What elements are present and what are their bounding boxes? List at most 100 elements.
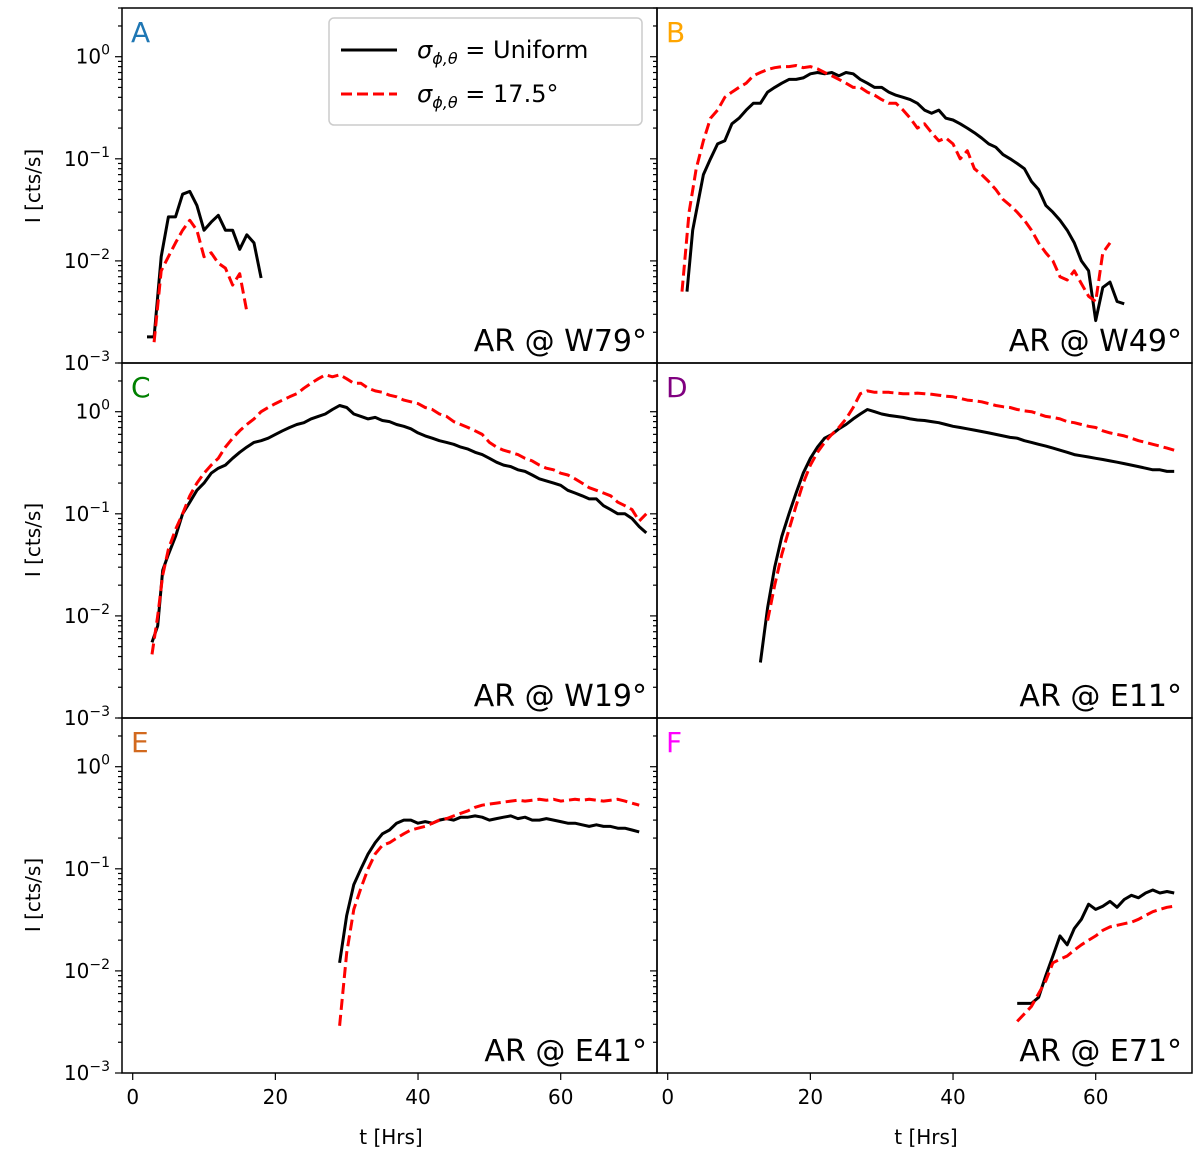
y-tick-label: 10−2: [64, 247, 110, 273]
panel-annotation-B: AR @ W49°: [1009, 324, 1182, 359]
y-tick-base: 10: [76, 400, 101, 424]
panel-frame-B: [656, 7, 1193, 364]
y-tick-label: 10−3: [64, 704, 110, 730]
y-axis-label-row-2: I [cts/s]: [21, 858, 45, 932]
x-tick-label: 60: [548, 1085, 573, 1109]
series-gaussian-line: [338, 797, 640, 1026]
y-tick-label: 10−3: [64, 1059, 110, 1085]
x-tick-label: 20: [263, 1085, 288, 1109]
series-uniform-line: [147, 189, 263, 339]
y-tick-exp: 0: [101, 398, 110, 414]
x-tick-label: 40: [405, 1085, 430, 1109]
y-tick-exp: −3: [89, 704, 110, 720]
x-tick-label: 40: [940, 1085, 965, 1109]
legend: σϕ,θ = Uniform σϕ,θ = 17.5°: [328, 17, 643, 126]
y-ticks-B: [650, 7, 657, 364]
y-tick-base: 10: [64, 1061, 89, 1085]
y-tick-label: 10−1: [64, 500, 110, 526]
panel-annotation-F: AR @ E71°: [1019, 1034, 1182, 1069]
y-tick-base: 10: [64, 604, 89, 628]
x-ticks-E: 0 20 40 60: [126, 1073, 573, 1109]
legend-label-uniform: σϕ,θ = Uniform: [417, 36, 588, 68]
y-tick-exp: −1: [89, 500, 110, 516]
x-ticks-F: 0 20 40 60: [661, 1073, 1108, 1109]
panel-annotation-C: AR @ W19°: [474, 679, 647, 714]
y-tick-label: 10−2: [64, 957, 110, 983]
panel-frame-C: [121, 362, 658, 719]
y-tick-base: 10: [64, 502, 89, 526]
panel-letter-C: C: [131, 371, 151, 404]
panel-B: B AR @ W49°: [650, 7, 1182, 364]
series-gaussian-line: [1016, 904, 1175, 1023]
y-tick-exp: −2: [89, 247, 110, 263]
panel-frame-F: [656, 717, 1193, 1074]
y-tick-base: 10: [64, 351, 89, 375]
panel-D: D AR @ E11°: [650, 362, 1182, 719]
x-tick-label: 0: [126, 1085, 139, 1109]
y-tick-label: 100: [76, 43, 110, 69]
series-gaussian-line: [150, 373, 648, 655]
frames-layer: [121, 7, 1193, 1074]
panel-frame-E: [121, 717, 658, 1074]
panel-annotation-E: AR @ E41°: [484, 1034, 647, 1069]
panel-F: 0 20 40 60 F AR @ E71°: [650, 717, 1182, 1109]
y-tick-base: 10: [76, 45, 101, 69]
panel-letter-E: E: [131, 726, 149, 759]
y-axis-label: I [cts/s]: [21, 503, 45, 577]
panel-letter-F: F: [666, 726, 682, 759]
y-ticks-F: [650, 717, 657, 1074]
y-tick-base: 10: [64, 959, 89, 983]
y-tick-label: 100: [76, 753, 110, 779]
plot-area-C: [150, 373, 648, 655]
y-axis-label: I [cts/s]: [21, 858, 45, 932]
y-tick-base: 10: [64, 706, 89, 730]
y-axis-label-row-0: I [cts/s]: [21, 149, 45, 223]
series-uniform-line: [1017, 888, 1175, 1005]
y-tick-base: 10: [76, 755, 101, 779]
y-tick-exp: −2: [89, 957, 110, 973]
series-uniform-line: [150, 404, 648, 643]
y-tick-base: 10: [64, 249, 89, 273]
series-gaussian-line: [680, 64, 1112, 303]
y-tick-exp: −3: [89, 349, 110, 365]
legend-label-gaussian: σϕ,θ = 17.5°: [417, 80, 558, 112]
plot-area-F: [1016, 888, 1175, 1023]
y-tick-exp: −1: [89, 145, 110, 161]
y-ticks-D: [650, 362, 657, 719]
y-tick-label: 10−2: [64, 602, 110, 628]
series-uniform-line: [338, 814, 640, 964]
x-axis-label-right: t [Hrs]: [894, 1125, 958, 1149]
y-tick-exp: −2: [89, 602, 110, 618]
y-tick-label: 100: [76, 398, 110, 424]
x-tick-label: 60: [1083, 1085, 1108, 1109]
panel-annotation-D: AR @ E11°: [1019, 679, 1182, 714]
x-tick-label: 0: [661, 1085, 674, 1109]
plot-area-A: [147, 189, 263, 343]
panel-frame-D: [656, 362, 1193, 719]
y-tick-base: 10: [64, 857, 89, 881]
panel-letter-D: D: [666, 371, 688, 404]
x-tick-label: 20: [798, 1085, 823, 1109]
y-tick-exp: −1: [89, 855, 110, 871]
x-axis-label-left: t [Hrs]: [359, 1125, 423, 1149]
panel-letter-B: B: [666, 16, 685, 49]
plot-area-E: [338, 797, 640, 1026]
y-axis-label-row-1: I [cts/s]: [21, 503, 45, 577]
panel-annotation-A: AR @ W79°: [474, 324, 647, 359]
plot-area-D: [758, 389, 1175, 663]
y-tick-label: 10−1: [64, 855, 110, 881]
series-gaussian-line: [152, 218, 249, 343]
y-tick-label: 10−1: [64, 145, 110, 171]
y-tick-base: 10: [64, 147, 89, 171]
y-tick-exp: −3: [89, 1059, 110, 1075]
panel-letter-A: A: [131, 16, 150, 49]
y-tick-exp: 0: [101, 43, 110, 59]
y-tick-label: 10−3: [64, 349, 110, 375]
